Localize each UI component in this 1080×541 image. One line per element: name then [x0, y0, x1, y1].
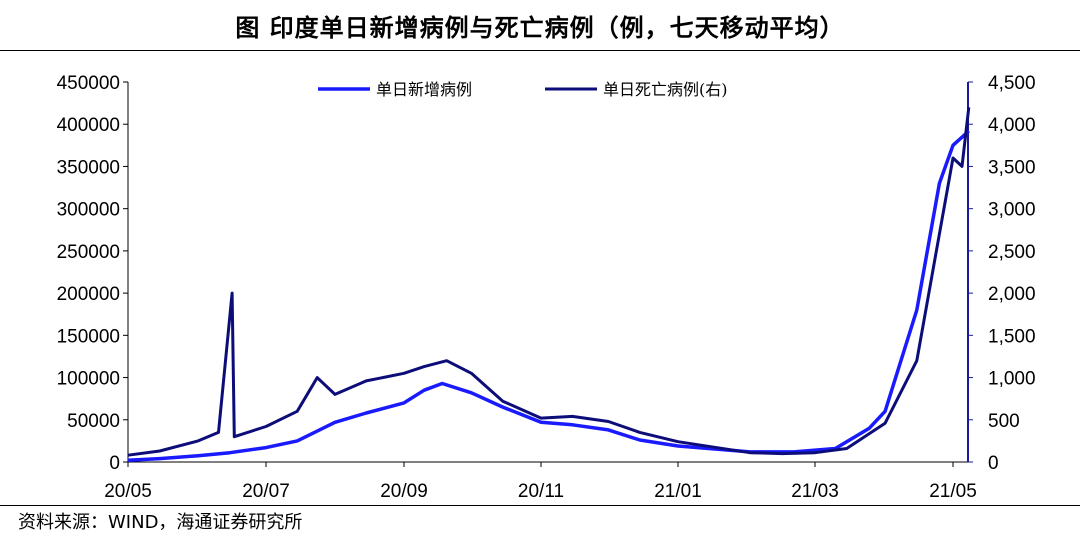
x-tick-label: 21/01 — [654, 481, 702, 502]
source-note: 资料来源：WIND，海通证券研究所 — [18, 512, 303, 533]
chart-area: 0 50000 100000 150000 200000 250000 300000 3500… — [57, 73, 1036, 502]
left-y-tick-label: 400000 — [57, 115, 120, 136]
x-tick-label: 20/09 — [380, 481, 428, 502]
series-line-new-cases — [127, 129, 970, 463]
right-y-tick-label: 1,500 — [988, 326, 1036, 347]
right-y-tick-label: 0 — [988, 453, 999, 474]
x-tick-label: 20/07 — [242, 481, 290, 502]
right-y-tick-label: 3,000 — [988, 200, 1036, 221]
left-y-tick-label: 0 — [109, 453, 120, 474]
left-y-tick-label: 350000 — [57, 157, 120, 178]
right-y-tick-label: 2,000 — [988, 284, 1036, 305]
x-tick-label: 20/05 — [104, 481, 152, 502]
right-y-tick-label: 1,000 — [988, 369, 1036, 390]
left-y-tick-label: 200000 — [57, 284, 120, 305]
x-tick-label: 20/11 — [518, 481, 564, 502]
left-y-tick-label: 100000 — [57, 369, 120, 390]
left-y-tick-label: 250000 — [57, 242, 120, 263]
legend-label: 单日新增病例 — [376, 80, 472, 99]
right-y-tick-label: 3,500 — [988, 157, 1036, 178]
legend-label: 单日死亡病例(右) — [603, 80, 728, 99]
x-tick-label: 21/05 — [929, 481, 977, 502]
right-y-tick-label: 2,500 — [988, 242, 1036, 263]
left-y-tick-label: 150000 — [57, 326, 120, 347]
right-y-tick-label: 4,500 — [988, 73, 1036, 94]
series-line-deaths — [127, 107, 971, 457]
x-tick-label: 21/03 — [791, 481, 839, 502]
chart-title-bar: 图 印度单日新增病例与死亡病例（例，七天移动平均） — [0, 0, 1080, 50]
right-y-tick-label: 500 — [988, 411, 1020, 432]
left-y-tick-label: 50000 — [67, 411, 120, 432]
source-divider — [0, 505, 1080, 506]
title-divider — [0, 50, 1080, 51]
left-y-tick-label: 300000 — [57, 200, 120, 221]
left-y-tick-label: 450000 — [57, 73, 120, 94]
chart-title: 图 印度单日新增病例与死亡病例（例，七天移动平均） — [235, 12, 845, 42]
right-y-tick-label: 4,000 — [988, 115, 1036, 136]
